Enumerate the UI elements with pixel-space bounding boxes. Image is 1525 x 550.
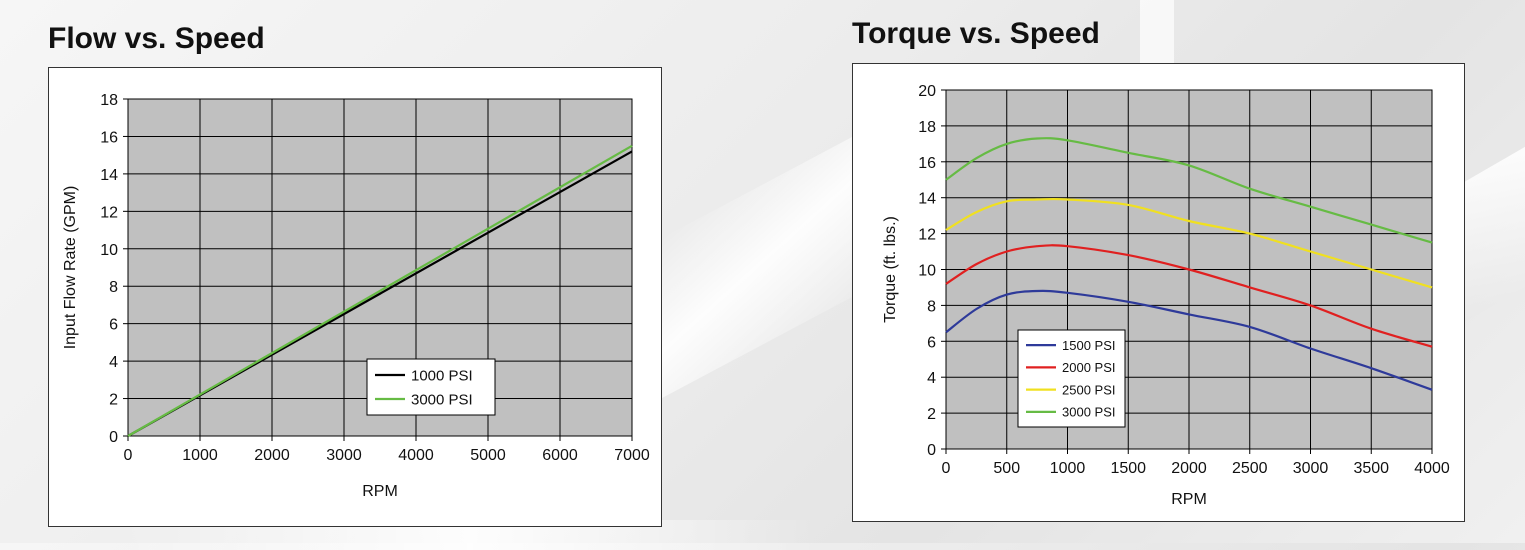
y-tick-label: 16 (100, 129, 118, 146)
y-tick-label: 16 (918, 155, 936, 172)
chart-title: Flow vs. Speed (48, 22, 265, 55)
x-tick-label: 4000 (1414, 460, 1450, 477)
legend: 1500 PSI 2000 PSI 2500 PSI 3000 PSI (1017, 329, 1126, 428)
torque-vs-speed-chart: 0 500 1000 1500 2000 2500 3000 3500 4000 0 2 4 6 8 10 1… (882, 83, 1450, 508)
x-tick-label: 7000 (614, 447, 650, 464)
y-tick-label: 4 (109, 354, 118, 371)
x-axis-label: RPM (362, 483, 398, 500)
x-tick-label: 500 (993, 460, 1020, 477)
x-tick-label: 1500 (1110, 460, 1146, 477)
chart-frame-torque: 0 500 1000 1500 2000 2500 3000 3500 4000 0 2 4 6 8 10 1… (852, 63, 1465, 522)
x-tick-label: 6000 (542, 447, 578, 464)
series-line-2500-psi (945, 197, 1433, 289)
series-line-3000-psi (127, 144, 633, 437)
y-tick-label: 12 (918, 227, 936, 244)
gridlines (127, 98, 633, 437)
x-tick-label: 1000 (182, 447, 218, 464)
y-tick-label: 18 (918, 119, 936, 136)
x-tick-label: 0 (942, 460, 951, 477)
series-line-2000-psi (945, 244, 1433, 348)
y-tick-label: 20 (918, 83, 936, 100)
y-tick-label: 0 (927, 442, 936, 459)
y-tick-label: 2 (109, 392, 118, 409)
y-tick-label: 0 (109, 429, 118, 446)
x-tick-label: 2000 (254, 447, 290, 464)
series-line-3000-psi (945, 137, 1433, 244)
x-axis-label: RPM (1171, 491, 1207, 508)
x-tick-label: 2000 (1171, 460, 1207, 477)
y-tick-label: 14 (100, 167, 118, 184)
x-tick-label: 5000 (470, 447, 506, 464)
y-axis-label: Torque (ft. lbs.) (882, 216, 899, 323)
legend-box (366, 358, 496, 416)
y-tick-label: 14 (918, 191, 936, 208)
legend-label: 1500 PSI (1062, 338, 1116, 353)
x-tick-label: 1000 (1050, 460, 1086, 477)
y-tick-label: 8 (109, 279, 118, 296)
series-line-1500-psi (945, 289, 1433, 391)
y-tick-label: 18 (100, 92, 118, 109)
legend-label: 2500 PSI (1062, 382, 1116, 397)
x-tick-label: 2500 (1232, 460, 1268, 477)
y-tick-label: 12 (100, 204, 118, 221)
chart-title: Torque vs. Speed (852, 17, 1100, 50)
legend: 1000 PSI 3000 PSI (366, 358, 496, 416)
y-tick-label: 10 (100, 242, 118, 259)
y-axis-label: Input Flow Rate (GPM) (62, 186, 79, 350)
x-tick-label: 3000 (1293, 460, 1329, 477)
x-tick-label: 4000 (398, 447, 434, 464)
flow-vs-speed-chart: 0 1000 2000 3000 4000 5000 6000 7000 0 2 4 6 8 10 12 14… (62, 92, 650, 500)
chart-frame-flow: 0 1000 2000 3000 4000 5000 6000 7000 0 2 4 6 8 10 12 14… (48, 67, 662, 527)
legend-label: 2000 PSI (1062, 360, 1116, 375)
y-tick-label: 10 (918, 263, 936, 280)
legend-label: 1000 PSI (411, 367, 473, 384)
x-tick-label: 3500 (1353, 460, 1389, 477)
y-tick-label: 4 (927, 370, 936, 387)
y-tick-label: 2 (927, 406, 936, 423)
legend-label: 3000 PSI (411, 391, 473, 408)
x-tick-label: 0 (124, 447, 133, 464)
y-tick-label: 8 (927, 298, 936, 315)
y-tick-label: 6 (927, 334, 936, 351)
y-tick-label: 6 (109, 317, 118, 334)
legend-label: 3000 PSI (1062, 405, 1116, 420)
x-tick-label: 3000 (326, 447, 362, 464)
